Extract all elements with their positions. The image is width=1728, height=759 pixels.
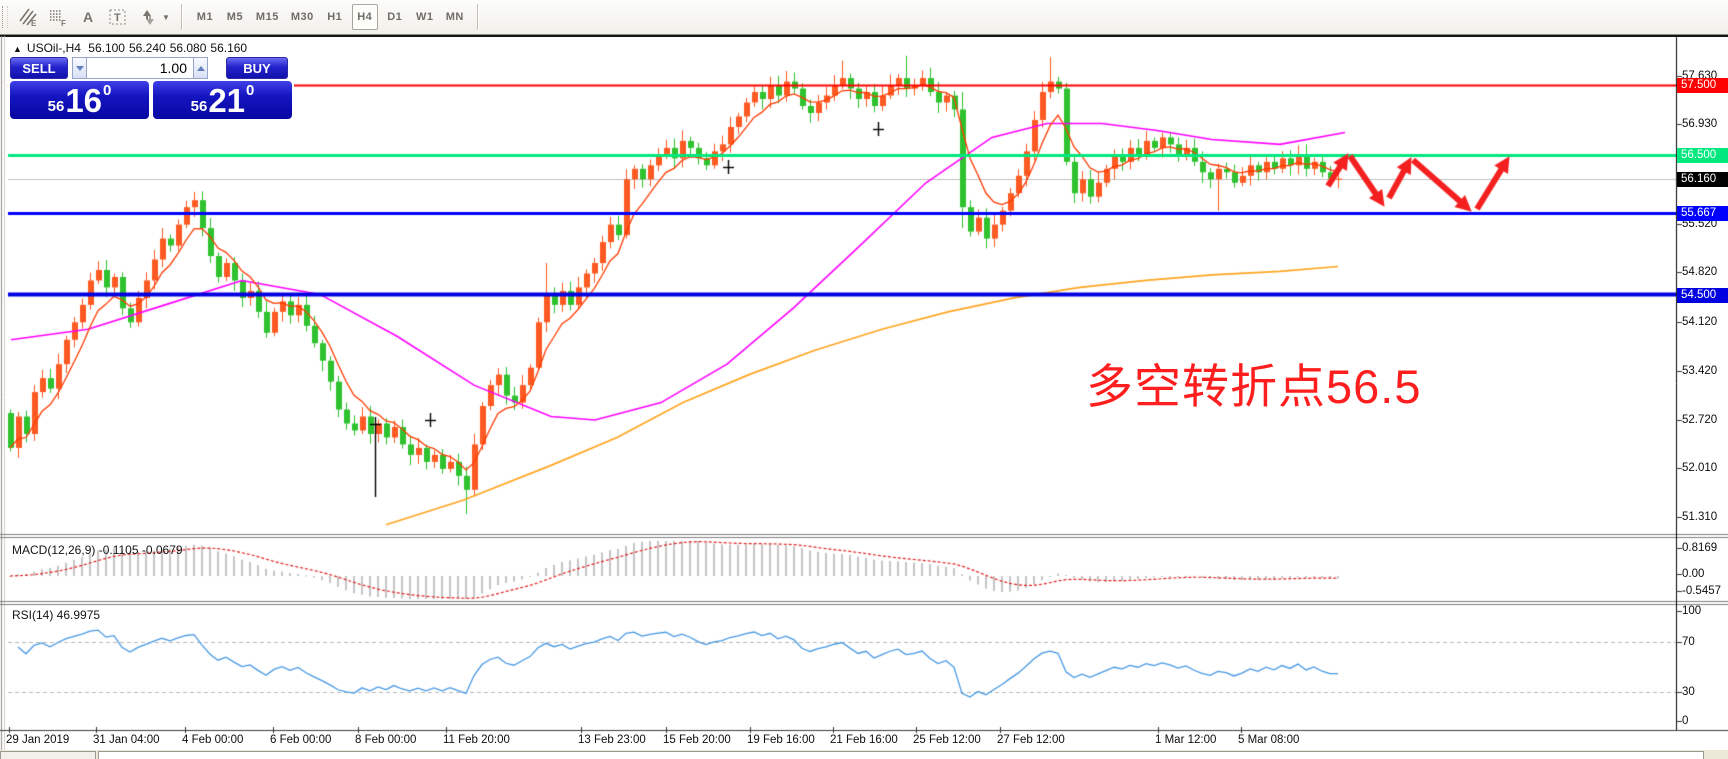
chevron-down-icon — [75, 65, 84, 71]
svg-text:E: E — [31, 19, 37, 28]
timeframe-button-h1[interactable]: H1 — [327, 11, 343, 23]
sell-price-panel[interactable]: 56 16 0 — [10, 81, 149, 119]
scrollbar-track[interactable] — [98, 751, 1704, 759]
buy-price-sup: 0 — [246, 82, 255, 99]
price-axis-tick: 52.720 — [1682, 414, 1718, 426]
indicator-axis-tick: -0.5457 — [1682, 585, 1722, 597]
sell-price-sup: 0 — [103, 82, 112, 99]
toolbar-gripper[interactable] — [2, 6, 8, 28]
timeframe-button-m1[interactable]: M1 — [196, 11, 214, 23]
time-axis-tick: 8 Feb 00:00 — [355, 734, 417, 746]
horizontal-scrollbar — [0, 750, 1728, 759]
rsi-label: RSI(14) 46.9975 — [12, 608, 101, 622]
timeframe-button-m15[interactable]: M15 — [255, 11, 279, 23]
timeframe-button-w1[interactable]: W1 — [415, 11, 434, 23]
buy-price-prefix: 56 — [190, 98, 208, 115]
price-axis-tick: 54.120 — [1682, 316, 1718, 328]
price-level-badge: 56.500 — [1677, 148, 1728, 163]
text-label-icon[interactable]: A — [73, 4, 103, 30]
time-axis-tick: 31 Jan 04:00 — [93, 734, 160, 746]
timeframe-button-mn[interactable]: MN — [445, 11, 464, 23]
svg-text:F: F — [61, 19, 66, 28]
indicator-axis-tick: 100 — [1682, 605, 1702, 617]
svg-text:A: A — [83, 9, 93, 25]
chart-annotation-text: 多空转折点56.5 — [1086, 360, 1422, 413]
price-axis-tick: 56.930 — [1682, 118, 1718, 130]
svg-text:T: T — [114, 12, 121, 24]
arrows-tool-icon[interactable]: ▼ — [133, 4, 174, 30]
timeframe-button-d1[interactable]: D1 — [387, 11, 403, 23]
time-axis-tick: 29 Jan 2019 — [6, 734, 70, 746]
indicator-axis-tick: 70 — [1682, 636, 1695, 648]
volume-stepper — [72, 57, 208, 79]
price-axis-tick: 54.820 — [1682, 266, 1718, 278]
scrollbar-resize-handle[interactable] — [0, 751, 96, 759]
time-axis-tick: 25 Feb 12:00 — [913, 734, 981, 746]
time-axis-tick: 13 Feb 23:00 — [578, 734, 646, 746]
timeframe-button-m30[interactable]: M30 — [290, 11, 314, 23]
volume-input[interactable] — [87, 57, 193, 79]
chevron-down-icon: ▼ — [162, 12, 170, 22]
volume-decrease-button[interactable] — [72, 57, 87, 79]
price-axis-tick: 52.010 — [1682, 462, 1718, 474]
ohlc-high: 56.240 — [128, 41, 166, 55]
indicator-axis-tick: 0.8169 — [1682, 542, 1718, 554]
collapse-icon[interactable]: ▲ — [13, 44, 22, 54]
time-axis-tick: 5 Mar 08:00 — [1238, 734, 1300, 746]
buy-button[interactable]: BUY — [226, 57, 288, 79]
time-axis-tick: 1 Mar 12:00 — [1155, 734, 1217, 746]
time-axis-tick: 4 Feb 00:00 — [182, 734, 244, 746]
indicator-axis-tick: 0.00 — [1682, 568, 1705, 580]
symbol-info-bar: ▲ USOil-,H4 56.100 56.240 56.080 56.160 — [13, 41, 251, 55]
ohlc-close: 56.160 — [210, 41, 248, 55]
time-axis-tick: 15 Feb 20:00 — [663, 734, 731, 746]
price-level-badge: 56.160 — [1677, 172, 1728, 187]
toolbar-separator — [180, 4, 183, 30]
time-axis-tick: 27 Feb 12:00 — [997, 734, 1065, 746]
time-axis-tick: 19 Feb 16:00 — [747, 734, 815, 746]
volume-increase-button[interactable] — [193, 57, 208, 79]
sell-price-big: 16 — [65, 81, 103, 119]
price-axis-tick: 53.420 — [1682, 365, 1718, 377]
symbol-name: USOil-,H4 — [26, 41, 81, 55]
toolbar: E F A T ▼ M1 M5 M15 M30 H1 H4 D1 W1 MN — [0, 0, 1728, 35]
line-studies-icon[interactable]: E — [13, 4, 43, 30]
time-axis-tick: 6 Feb 00:00 — [270, 734, 332, 746]
buy-price-panel[interactable]: 56 21 0 — [153, 81, 292, 119]
one-click-trading-panel: SELL BUY 56 16 0 56 21 0 — [8, 55, 294, 121]
indicator-axis-tick: 30 — [1682, 686, 1695, 698]
macd-label: MACD(12,26,9) -0.1105 -0.0679 — [12, 543, 183, 557]
chevron-up-icon — [196, 65, 205, 71]
sell-price-prefix: 56 — [47, 98, 65, 115]
price-level-badge: 55.667 — [1677, 206, 1728, 221]
time-axis-tick: 21 Feb 16:00 — [830, 734, 898, 746]
price-axis-tick: 51.310 — [1682, 511, 1718, 523]
ohlc-low: 56.080 — [169, 41, 207, 55]
timeframe-button-h4[interactable]: H4 — [351, 4, 378, 30]
time-axis-tick: 11 Feb 20:00 — [443, 734, 510, 746]
text-box-icon[interactable]: T — [103, 4, 133, 30]
toolbar-separator — [476, 4, 479, 30]
price-level-badge: 57.500 — [1677, 78, 1728, 93]
price-level-badge: 54.500 — [1677, 288, 1728, 303]
indicator-axis-tick: 0 — [1682, 715, 1689, 727]
buy-price-big: 21 — [208, 81, 246, 119]
timeframe-button-m5[interactable]: M5 — [226, 11, 244, 23]
indicators-grid-icon[interactable]: F — [43, 4, 73, 30]
ohlc-open: 56.100 — [88, 41, 125, 55]
price-axis-tick: 55.520 — [1682, 218, 1718, 230]
sell-button[interactable]: SELL — [10, 57, 68, 79]
